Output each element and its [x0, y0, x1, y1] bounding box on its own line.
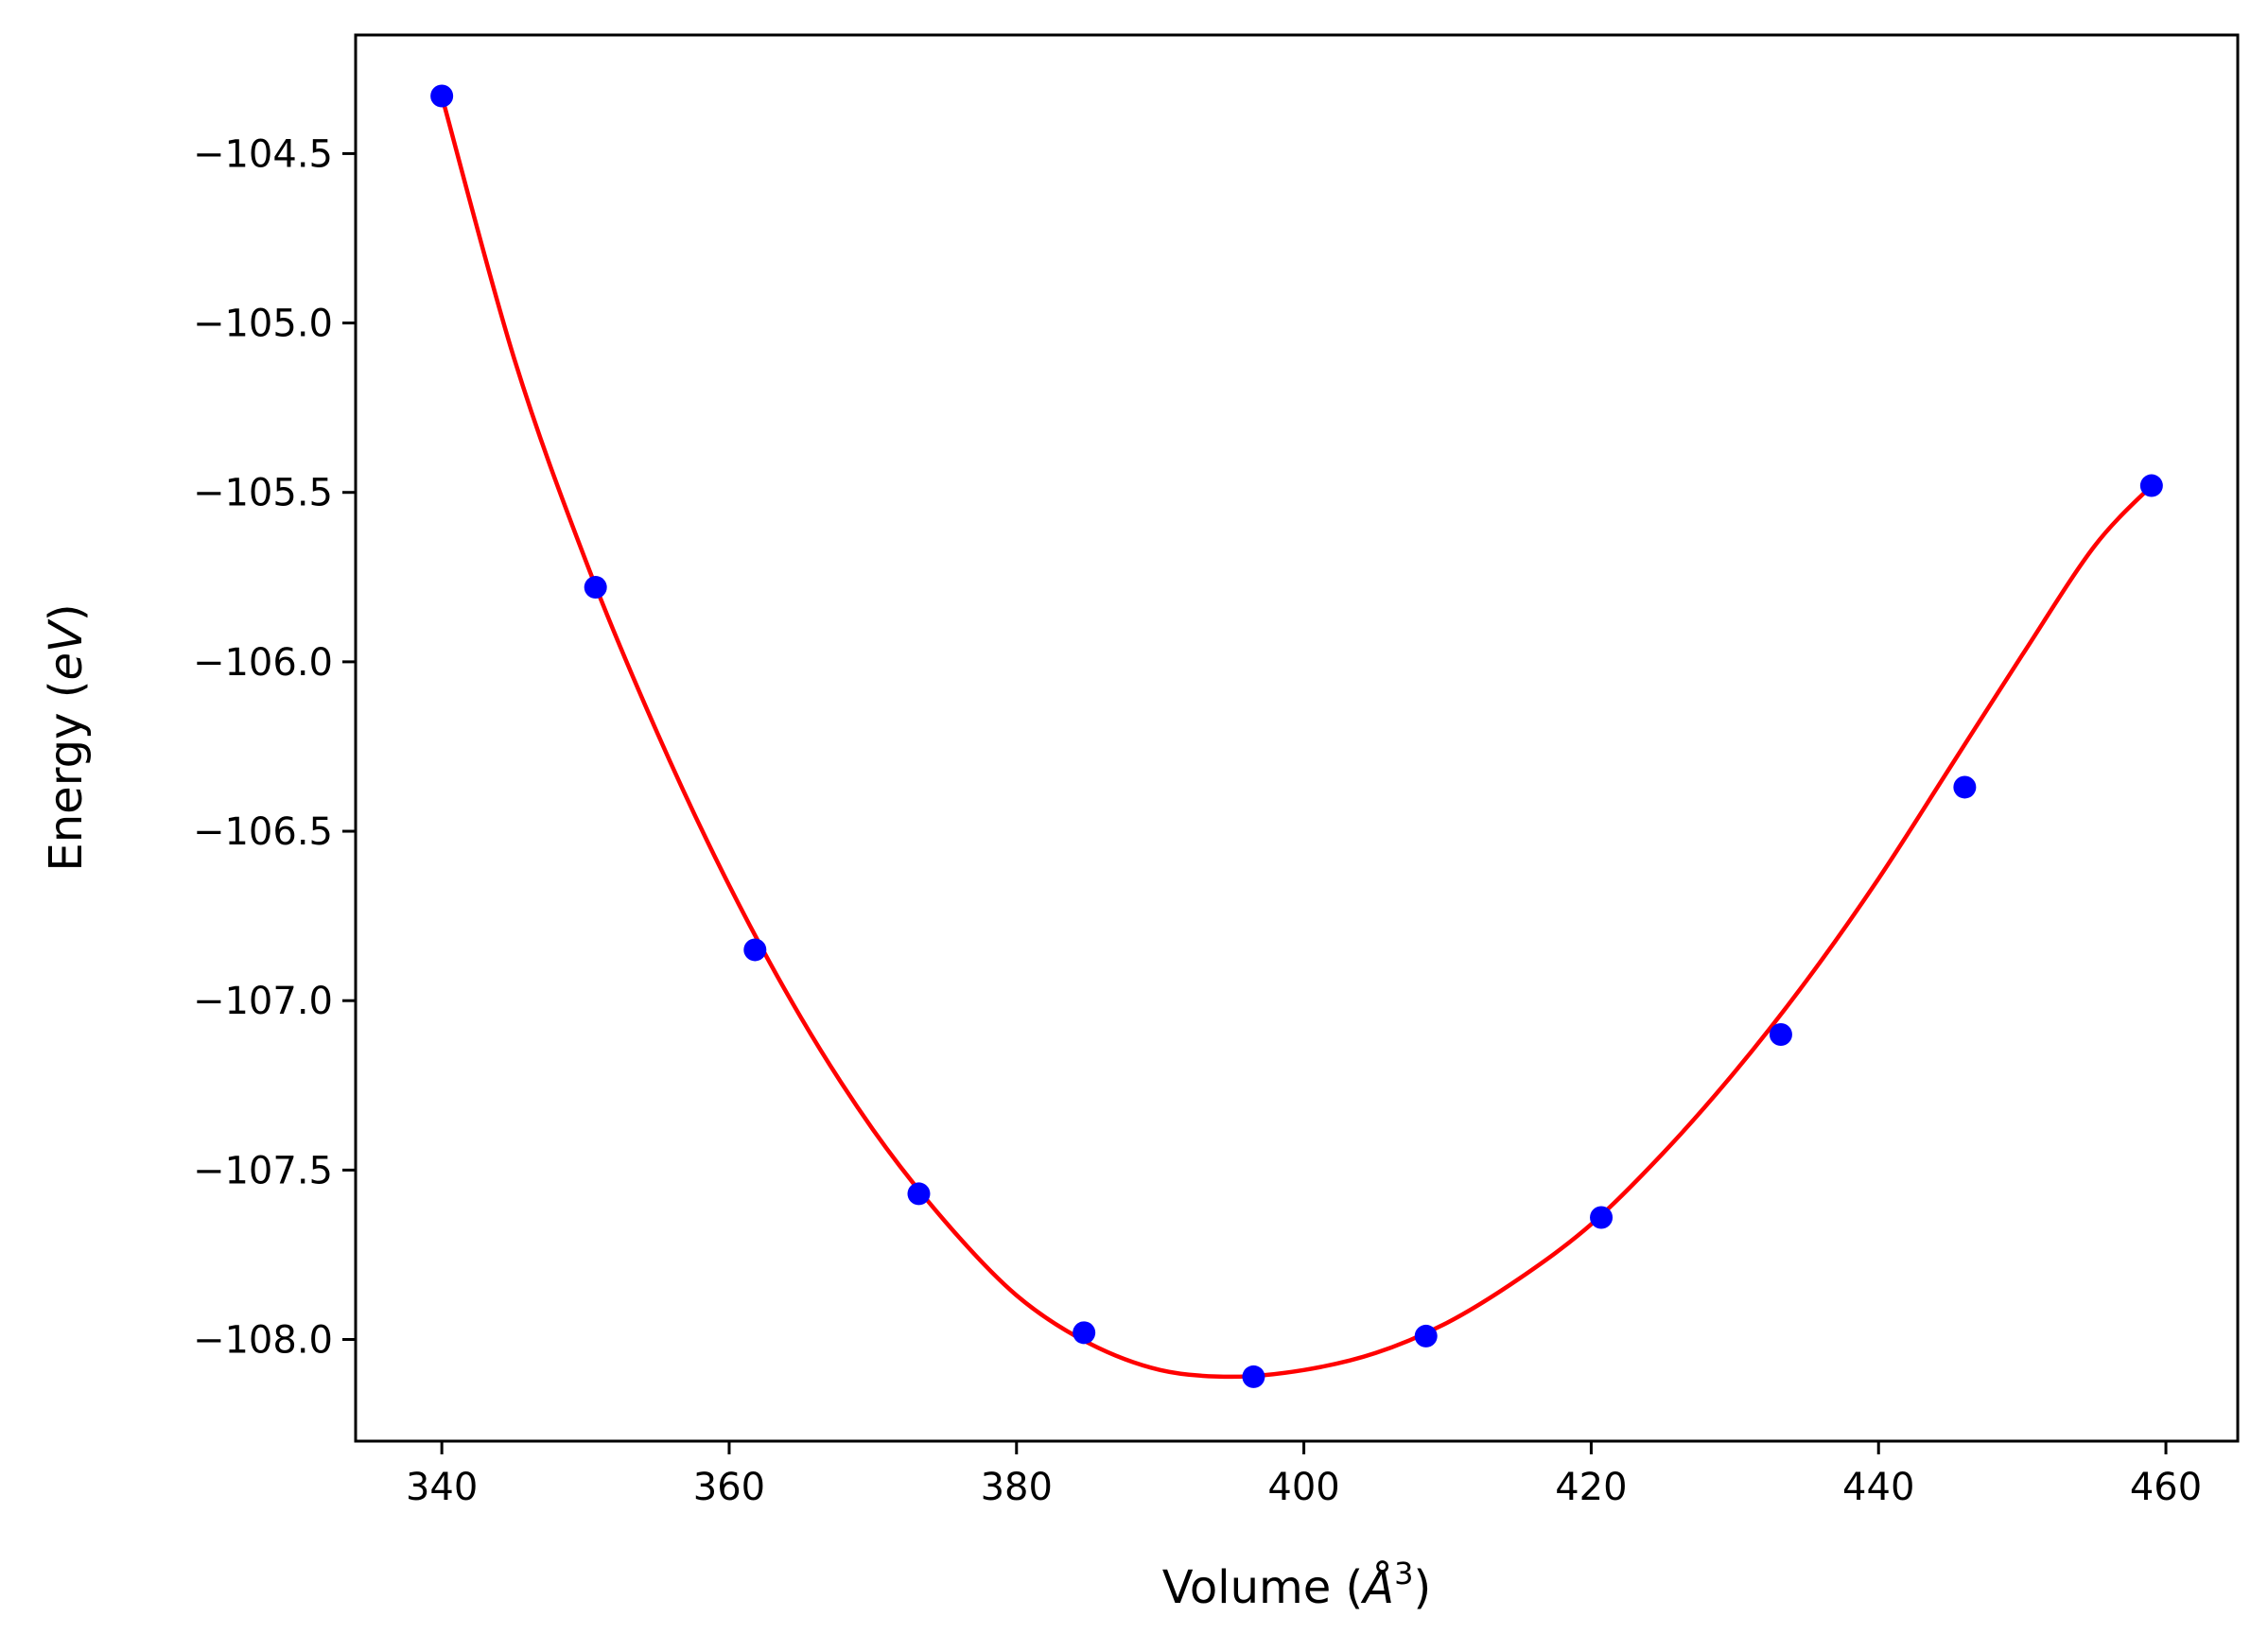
x-tick-label: 360: [693, 1466, 765, 1509]
y-tick-label: −107.0: [193, 980, 333, 1023]
y-tick-label: −108.0: [193, 1319, 333, 1363]
ticks-layer: 340 360 380 400 420 440 460 −104.5 −105.0 −105.5 −…: [193, 132, 2202, 1509]
x-tick-label: 340: [406, 1466, 478, 1509]
data-point: [1414, 1324, 1438, 1348]
y-tick-label: −104.5: [193, 132, 333, 176]
x-axis-label: Volume (Å3): [1162, 1556, 1431, 1614]
data-point: [430, 84, 454, 108]
data-point: [743, 938, 767, 962]
y-tick-label: −105.0: [193, 303, 333, 346]
data-point: [1073, 1321, 1096, 1345]
plot-frame: [354, 33, 2240, 1443]
data-point: [907, 1182, 931, 1206]
data-point: [1953, 775, 1977, 799]
data-point: [1590, 1206, 1614, 1229]
y-tick-label: −107.5: [193, 1149, 333, 1192]
series-layer: [430, 84, 2163, 1388]
data-point: [584, 576, 607, 600]
data-point: [1769, 1023, 1792, 1047]
data-point: [2139, 474, 2163, 497]
x-tick-label: 440: [1842, 1466, 1914, 1509]
x-tick-label: 420: [1555, 1466, 1627, 1509]
y-tick-label: −106.0: [193, 641, 333, 685]
y-tick-label: −105.5: [193, 472, 333, 515]
data-point: [1242, 1365, 1265, 1388]
y-tick-label: −106.5: [193, 810, 333, 854]
x-tick-label: 380: [981, 1466, 1053, 1509]
y-axis-label: Energy (eV): [40, 603, 93, 871]
plot-area: [356, 35, 2238, 1441]
x-tick-label: 400: [1267, 1466, 1339, 1509]
x-tick-label: 460: [2130, 1466, 2202, 1509]
